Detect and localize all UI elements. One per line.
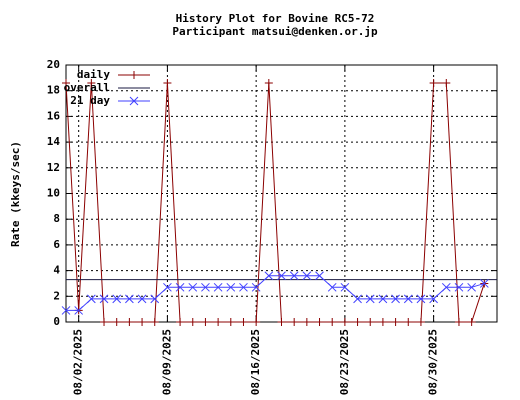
point	[188, 318, 197, 326]
chart-title: History Plot for Bovine RC5-72	[176, 12, 375, 25]
y-tick-label: 8	[53, 212, 60, 225]
point	[403, 294, 413, 304]
y-tick-label: 2	[53, 289, 60, 302]
legend-marker	[129, 96, 139, 106]
point	[150, 318, 159, 326]
point	[340, 282, 350, 292]
point	[137, 294, 147, 304]
point	[74, 306, 84, 315]
point	[226, 282, 236, 292]
point	[340, 318, 349, 326]
point	[454, 318, 463, 326]
legend-label: 21 day	[70, 94, 110, 107]
legend-label: daily	[77, 68, 110, 81]
y-tick-label: 18	[47, 84, 60, 97]
point	[239, 282, 248, 292]
legend-label: overall	[64, 81, 110, 94]
point	[87, 78, 96, 87]
y-tick-label: 10	[47, 187, 60, 200]
point	[213, 282, 223, 292]
y-tick-label: 16	[47, 109, 61, 122]
point	[150, 294, 160, 304]
point	[302, 318, 311, 326]
point	[125, 318, 134, 326]
point	[125, 294, 134, 304]
point	[467, 318, 476, 326]
point	[112, 294, 122, 304]
chart-subtitle: Participant matsui@denken.or.jp	[172, 25, 378, 38]
point	[251, 282, 261, 292]
point	[61, 306, 71, 315]
point	[226, 318, 235, 326]
point	[327, 282, 337, 292]
y-axis-label: Rate (kkeys/sec)	[9, 141, 22, 247]
point	[214, 318, 223, 326]
x-tick-label: 08/09/2025	[160, 329, 173, 395]
point	[62, 78, 70, 87]
point	[378, 318, 387, 326]
point	[404, 318, 413, 326]
point	[416, 294, 426, 304]
point	[264, 271, 274, 281]
point	[239, 318, 248, 326]
point	[315, 318, 324, 326]
point	[378, 294, 388, 304]
point	[188, 282, 198, 292]
series-line	[66, 275, 485, 311]
point	[290, 318, 299, 326]
point	[479, 279, 489, 288]
point	[353, 318, 362, 326]
point	[391, 318, 400, 326]
point	[112, 318, 121, 326]
point	[441, 282, 451, 292]
point	[201, 282, 210, 292]
point	[429, 78, 438, 87]
y-tick-label: 12	[47, 161, 60, 174]
y-tick-label: 4	[53, 264, 60, 277]
point	[175, 282, 185, 292]
y-tick-label: 0	[53, 315, 60, 328]
point	[201, 318, 210, 326]
point	[163, 78, 172, 87]
point	[454, 282, 464, 292]
point	[99, 294, 109, 304]
point	[365, 294, 375, 304]
point	[176, 318, 185, 326]
point	[100, 318, 109, 326]
x-tick-label: 08/02/2025	[72, 329, 85, 395]
point	[391, 294, 400, 304]
point	[86, 294, 96, 304]
point	[353, 294, 362, 304]
point	[277, 271, 286, 281]
series-line	[65, 82, 485, 323]
point	[302, 271, 312, 281]
y-tick-label: 14	[47, 135, 61, 148]
point	[289, 271, 299, 281]
point	[315, 271, 324, 281]
x-tick-label: 08/30/2025	[427, 329, 440, 395]
x-tick-label: 08/23/2025	[338, 329, 351, 395]
point	[366, 318, 375, 326]
point	[264, 78, 273, 87]
point	[429, 294, 438, 304]
point	[277, 318, 286, 326]
legend-marker	[130, 71, 138, 79]
point	[442, 78, 451, 87]
point	[467, 282, 477, 292]
y-tick-label: 20	[47, 58, 60, 71]
y-tick-label: 6	[53, 238, 60, 251]
point	[328, 318, 337, 326]
point	[163, 282, 172, 292]
point	[416, 318, 425, 326]
point	[138, 318, 147, 326]
x-tick-label: 08/16/2025	[249, 329, 262, 395]
point	[252, 318, 261, 326]
